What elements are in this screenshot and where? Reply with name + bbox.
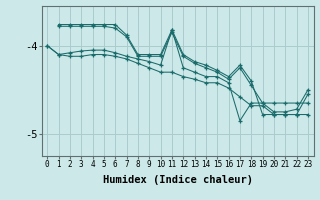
X-axis label: Humidex (Indice chaleur): Humidex (Indice chaleur) [103, 175, 252, 185]
